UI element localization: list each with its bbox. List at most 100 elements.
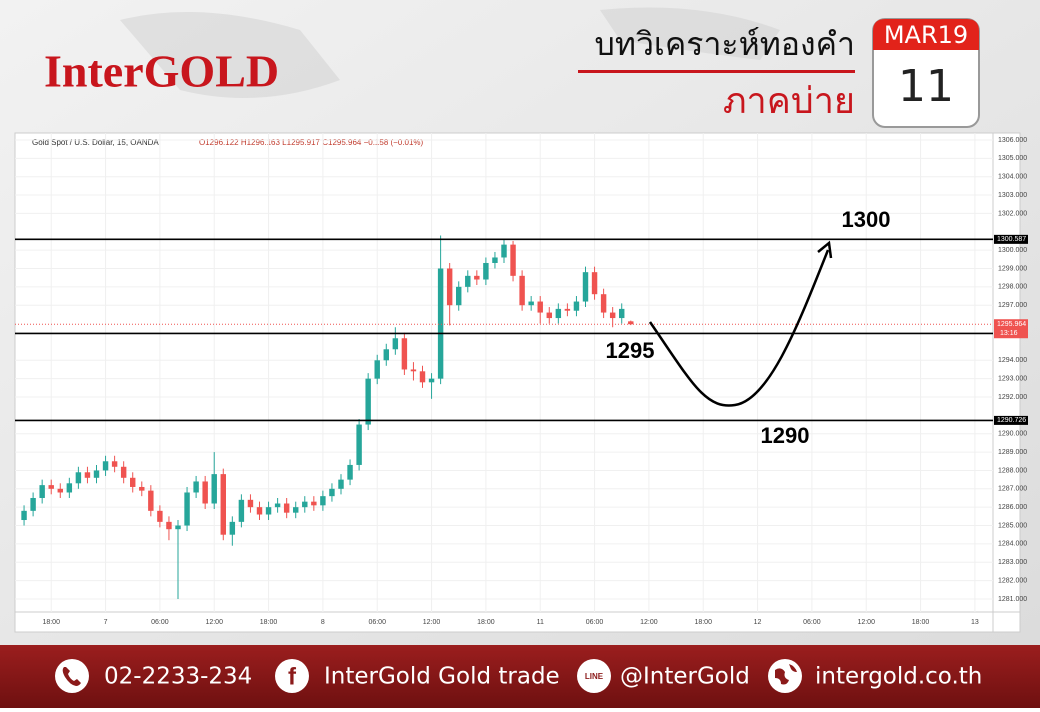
y-tick-label: 1294.000 [998, 357, 1027, 364]
candle-body [419, 371, 426, 383]
candle-body [591, 272, 598, 295]
candle-body [293, 507, 299, 513]
current-price-label: 1295.964 [997, 321, 1026, 328]
candle-body [609, 312, 616, 319]
facebook: InterGold Gold trade [324, 664, 560, 690]
y-tick-label: 1304.000 [998, 174, 1027, 181]
candle-body [410, 369, 417, 372]
candle-body [428, 378, 435, 383]
footer [0, 645, 1040, 708]
candle-body [193, 481, 199, 493]
candle-body [483, 262, 489, 280]
y-tick-label: 1292.000 [998, 394, 1027, 401]
candle-body [564, 308, 571, 311]
x-tick-label: 18:00 [42, 619, 60, 626]
y-tick-label: 1283.000 [998, 559, 1027, 566]
candle-body [320, 496, 326, 506]
candle-body [229, 521, 236, 535]
y-tick-label: 1302.000 [998, 210, 1027, 217]
y-tick-label: 1293.000 [998, 375, 1027, 382]
level-label: 1290.726 [997, 417, 1026, 424]
calendar-top [873, 19, 979, 50]
x-tick-label: 18:00 [694, 619, 712, 626]
line-glyph: LINE [585, 672, 604, 681]
arrow-head [817, 240, 833, 259]
candle-body [456, 286, 462, 306]
candle-body [202, 481, 208, 504]
candle-body [510, 244, 516, 276]
y-tick-label: 1286.000 [998, 504, 1027, 511]
y-tick-label: 1305.000 [998, 155, 1027, 162]
candle-body [75, 472, 82, 484]
y-tick-label: 1285.000 [998, 522, 1027, 529]
candle-body [582, 272, 589, 302]
facebook-glyph: f [288, 663, 297, 690]
y-tick-label: 1282.000 [998, 577, 1027, 584]
candle-body [211, 474, 217, 504]
x-tick-label: 06:00 [368, 619, 386, 626]
candle-body [175, 525, 181, 530]
candle-body [311, 501, 317, 506]
y-tick-label: 1303.000 [998, 192, 1027, 199]
y-tick-label: 1287.000 [998, 486, 1027, 493]
candle-body [157, 510, 163, 522]
candle-body [365, 378, 371, 425]
candle-body [166, 521, 172, 530]
y-tick-label: 1284.000 [998, 541, 1027, 548]
candle-body [130, 477, 136, 487]
x-tick-label: 18:00 [912, 619, 930, 626]
candle-body [392, 338, 399, 350]
y-tick-label: 1290.000 [998, 431, 1027, 438]
candle-body [519, 275, 525, 306]
x-tick-label: 11 [537, 619, 544, 626]
ohlc-summary: O1296.122 H1296.163 L1295.917 C1295.964 … [199, 138, 424, 147]
candle-body [492, 257, 498, 263]
candle-body [66, 483, 73, 493]
y-tick-label: 1306.000 [998, 137, 1027, 144]
symbol: Gold Spot / U.S. Dollar, 15, OANDA [32, 138, 159, 147]
candle-body [283, 503, 290, 513]
x-tick-label: 8 [321, 619, 325, 626]
x-tick-label: 06:00 [586, 619, 604, 626]
x-tick-label: 06:00 [803, 619, 821, 626]
candle-body [528, 301, 534, 306]
candle-body [111, 461, 118, 467]
candle-body [338, 479, 344, 489]
candle-body [302, 501, 308, 508]
y-tick-label: 1288.000 [998, 467, 1027, 474]
candle-body [274, 503, 281, 508]
level-label: 1300.587 [997, 236, 1026, 243]
candle-body [383, 349, 389, 361]
subtitle: ภาคบ่าย [723, 81, 855, 122]
x-tick-label: 18:00 [260, 619, 278, 626]
line-icon [577, 659, 611, 693]
candle-body [374, 360, 380, 379]
candle-body [555, 308, 562, 319]
x-tick-label: 06:00 [151, 619, 169, 626]
candle-body [220, 474, 226, 535]
candle-body [39, 485, 45, 498]
forecast-arrow [648, 249, 830, 407]
candle-body [238, 499, 245, 522]
candle-body [600, 294, 607, 313]
calendar: MAR19 11 [872, 18, 980, 128]
x-tick-label: 12:00 [857, 619, 875, 626]
candle-body [437, 268, 444, 379]
current-price-bg [994, 319, 1028, 339]
candle-body [256, 507, 263, 515]
candle-body [501, 244, 507, 258]
candle-body [57, 488, 63, 493]
candle-body [84, 472, 91, 478]
candle-body [546, 312, 552, 319]
candle-body [139, 486, 145, 491]
globe-icon [768, 659, 802, 693]
candle-body [48, 485, 54, 489]
globe-glyph [775, 664, 797, 685]
phone-glyph [62, 667, 81, 686]
x-tick-label: 12:00 [640, 619, 658, 626]
line: @InterGold [620, 664, 750, 690]
candle-body [573, 301, 580, 311]
candle-body [347, 464, 353, 480]
y-tick-label: 1281.000 [998, 596, 1027, 603]
